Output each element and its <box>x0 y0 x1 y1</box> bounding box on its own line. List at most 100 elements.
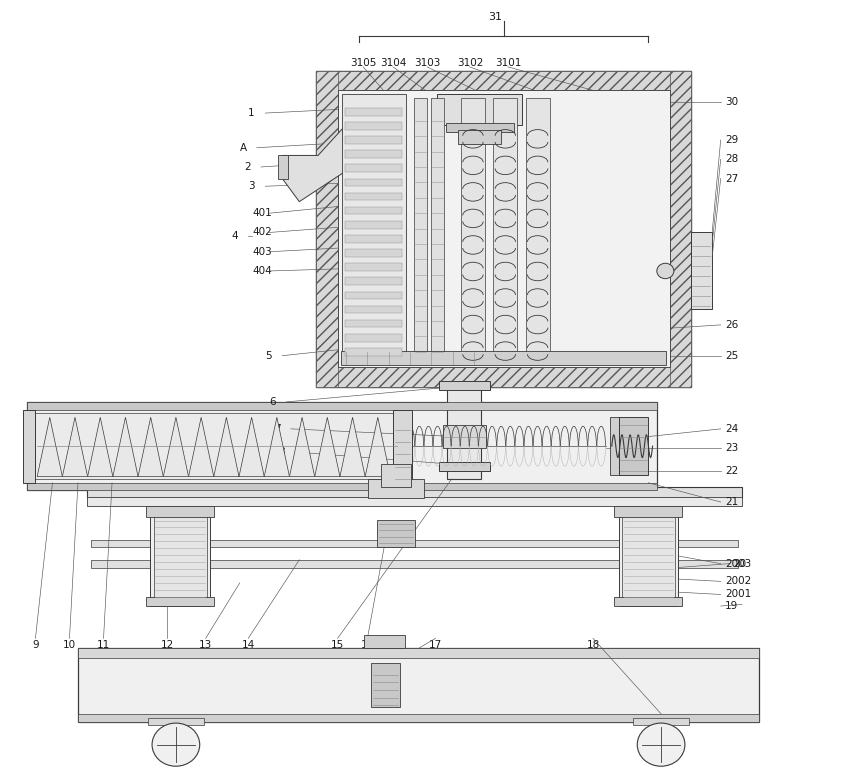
Bar <box>345 278 402 285</box>
Bar <box>86 487 741 498</box>
Bar <box>337 90 669 367</box>
Text: 16: 16 <box>360 639 374 649</box>
Bar <box>345 334 402 342</box>
Bar <box>345 348 402 356</box>
Bar <box>35 414 392 479</box>
Text: 402: 402 <box>252 227 272 237</box>
Bar <box>445 123 514 132</box>
Bar <box>368 479 423 498</box>
Bar <box>525 97 549 359</box>
Polygon shape <box>37 417 62 477</box>
Text: 2003: 2003 <box>724 559 751 569</box>
Text: 3103: 3103 <box>414 58 440 68</box>
Bar <box>86 496 741 506</box>
Bar <box>621 513 674 602</box>
Text: 27: 27 <box>724 174 737 183</box>
Bar <box>345 305 402 313</box>
Polygon shape <box>339 417 365 477</box>
Text: 13: 13 <box>199 639 212 649</box>
Bar <box>345 291 402 299</box>
Polygon shape <box>239 417 264 477</box>
Text: 1: 1 <box>248 108 254 118</box>
Bar <box>345 122 402 130</box>
Bar <box>690 233 711 309</box>
Bar <box>461 97 485 359</box>
Bar <box>345 150 402 158</box>
Polygon shape <box>189 417 213 477</box>
Text: 15: 15 <box>331 639 344 649</box>
Bar <box>493 97 517 359</box>
Circle shape <box>152 723 200 766</box>
Bar <box>90 540 737 547</box>
Bar <box>438 381 490 390</box>
Bar <box>23 410 35 483</box>
Polygon shape <box>113 417 138 477</box>
Bar <box>669 70 690 387</box>
Text: 403: 403 <box>252 247 272 257</box>
Text: 19: 19 <box>724 601 737 611</box>
Bar <box>613 597 682 606</box>
Text: 3104: 3104 <box>380 58 406 68</box>
Bar <box>27 402 656 491</box>
Bar <box>278 155 288 179</box>
Bar <box>146 506 214 517</box>
Bar <box>345 108 402 116</box>
Text: 3102: 3102 <box>456 58 483 68</box>
Bar <box>78 649 758 658</box>
Bar <box>340 351 665 365</box>
Text: 23: 23 <box>724 443 737 453</box>
Bar <box>345 264 402 271</box>
Circle shape <box>636 723 684 766</box>
Text: 10: 10 <box>63 639 76 649</box>
Text: 11: 11 <box>96 639 110 649</box>
Text: 404: 404 <box>252 266 272 276</box>
Bar <box>345 320 402 328</box>
Bar <box>316 70 690 90</box>
Text: 401: 401 <box>252 208 272 218</box>
Polygon shape <box>264 417 289 477</box>
Bar <box>78 713 758 721</box>
Polygon shape <box>62 417 88 477</box>
Bar <box>341 94 405 363</box>
Text: 2: 2 <box>244 162 250 172</box>
Polygon shape <box>365 417 390 477</box>
Polygon shape <box>315 417 339 477</box>
Bar <box>447 383 481 479</box>
Text: 14: 14 <box>241 639 254 649</box>
Text: 20: 20 <box>733 559 746 569</box>
Polygon shape <box>88 417 113 477</box>
Text: 17: 17 <box>428 639 442 649</box>
Bar <box>27 402 656 410</box>
Polygon shape <box>289 417 315 477</box>
Bar <box>458 130 501 144</box>
Bar <box>345 249 402 257</box>
Text: 9: 9 <box>32 639 38 649</box>
Bar <box>150 509 210 606</box>
Polygon shape <box>138 417 163 477</box>
Bar <box>316 70 690 387</box>
Text: 7: 7 <box>274 424 280 434</box>
Bar <box>431 97 444 359</box>
Text: 30: 30 <box>724 97 737 107</box>
Text: 12: 12 <box>160 639 174 649</box>
Bar <box>148 717 204 725</box>
Bar <box>316 70 337 387</box>
Text: 6: 6 <box>270 397 276 407</box>
Bar <box>618 509 677 606</box>
Text: 5: 5 <box>265 351 271 361</box>
Text: 3: 3 <box>248 181 254 191</box>
Bar <box>613 506 682 517</box>
Bar <box>392 410 411 483</box>
Polygon shape <box>282 124 345 202</box>
Circle shape <box>656 264 673 279</box>
Bar <box>90 560 737 567</box>
Text: 3101: 3101 <box>495 58 521 68</box>
Bar <box>27 483 656 491</box>
Text: 28: 28 <box>724 155 737 165</box>
Polygon shape <box>213 417 239 477</box>
Bar <box>345 192 402 200</box>
Bar <box>632 717 688 725</box>
Bar <box>345 221 402 229</box>
Text: A: A <box>240 143 247 153</box>
Bar <box>438 462 490 472</box>
